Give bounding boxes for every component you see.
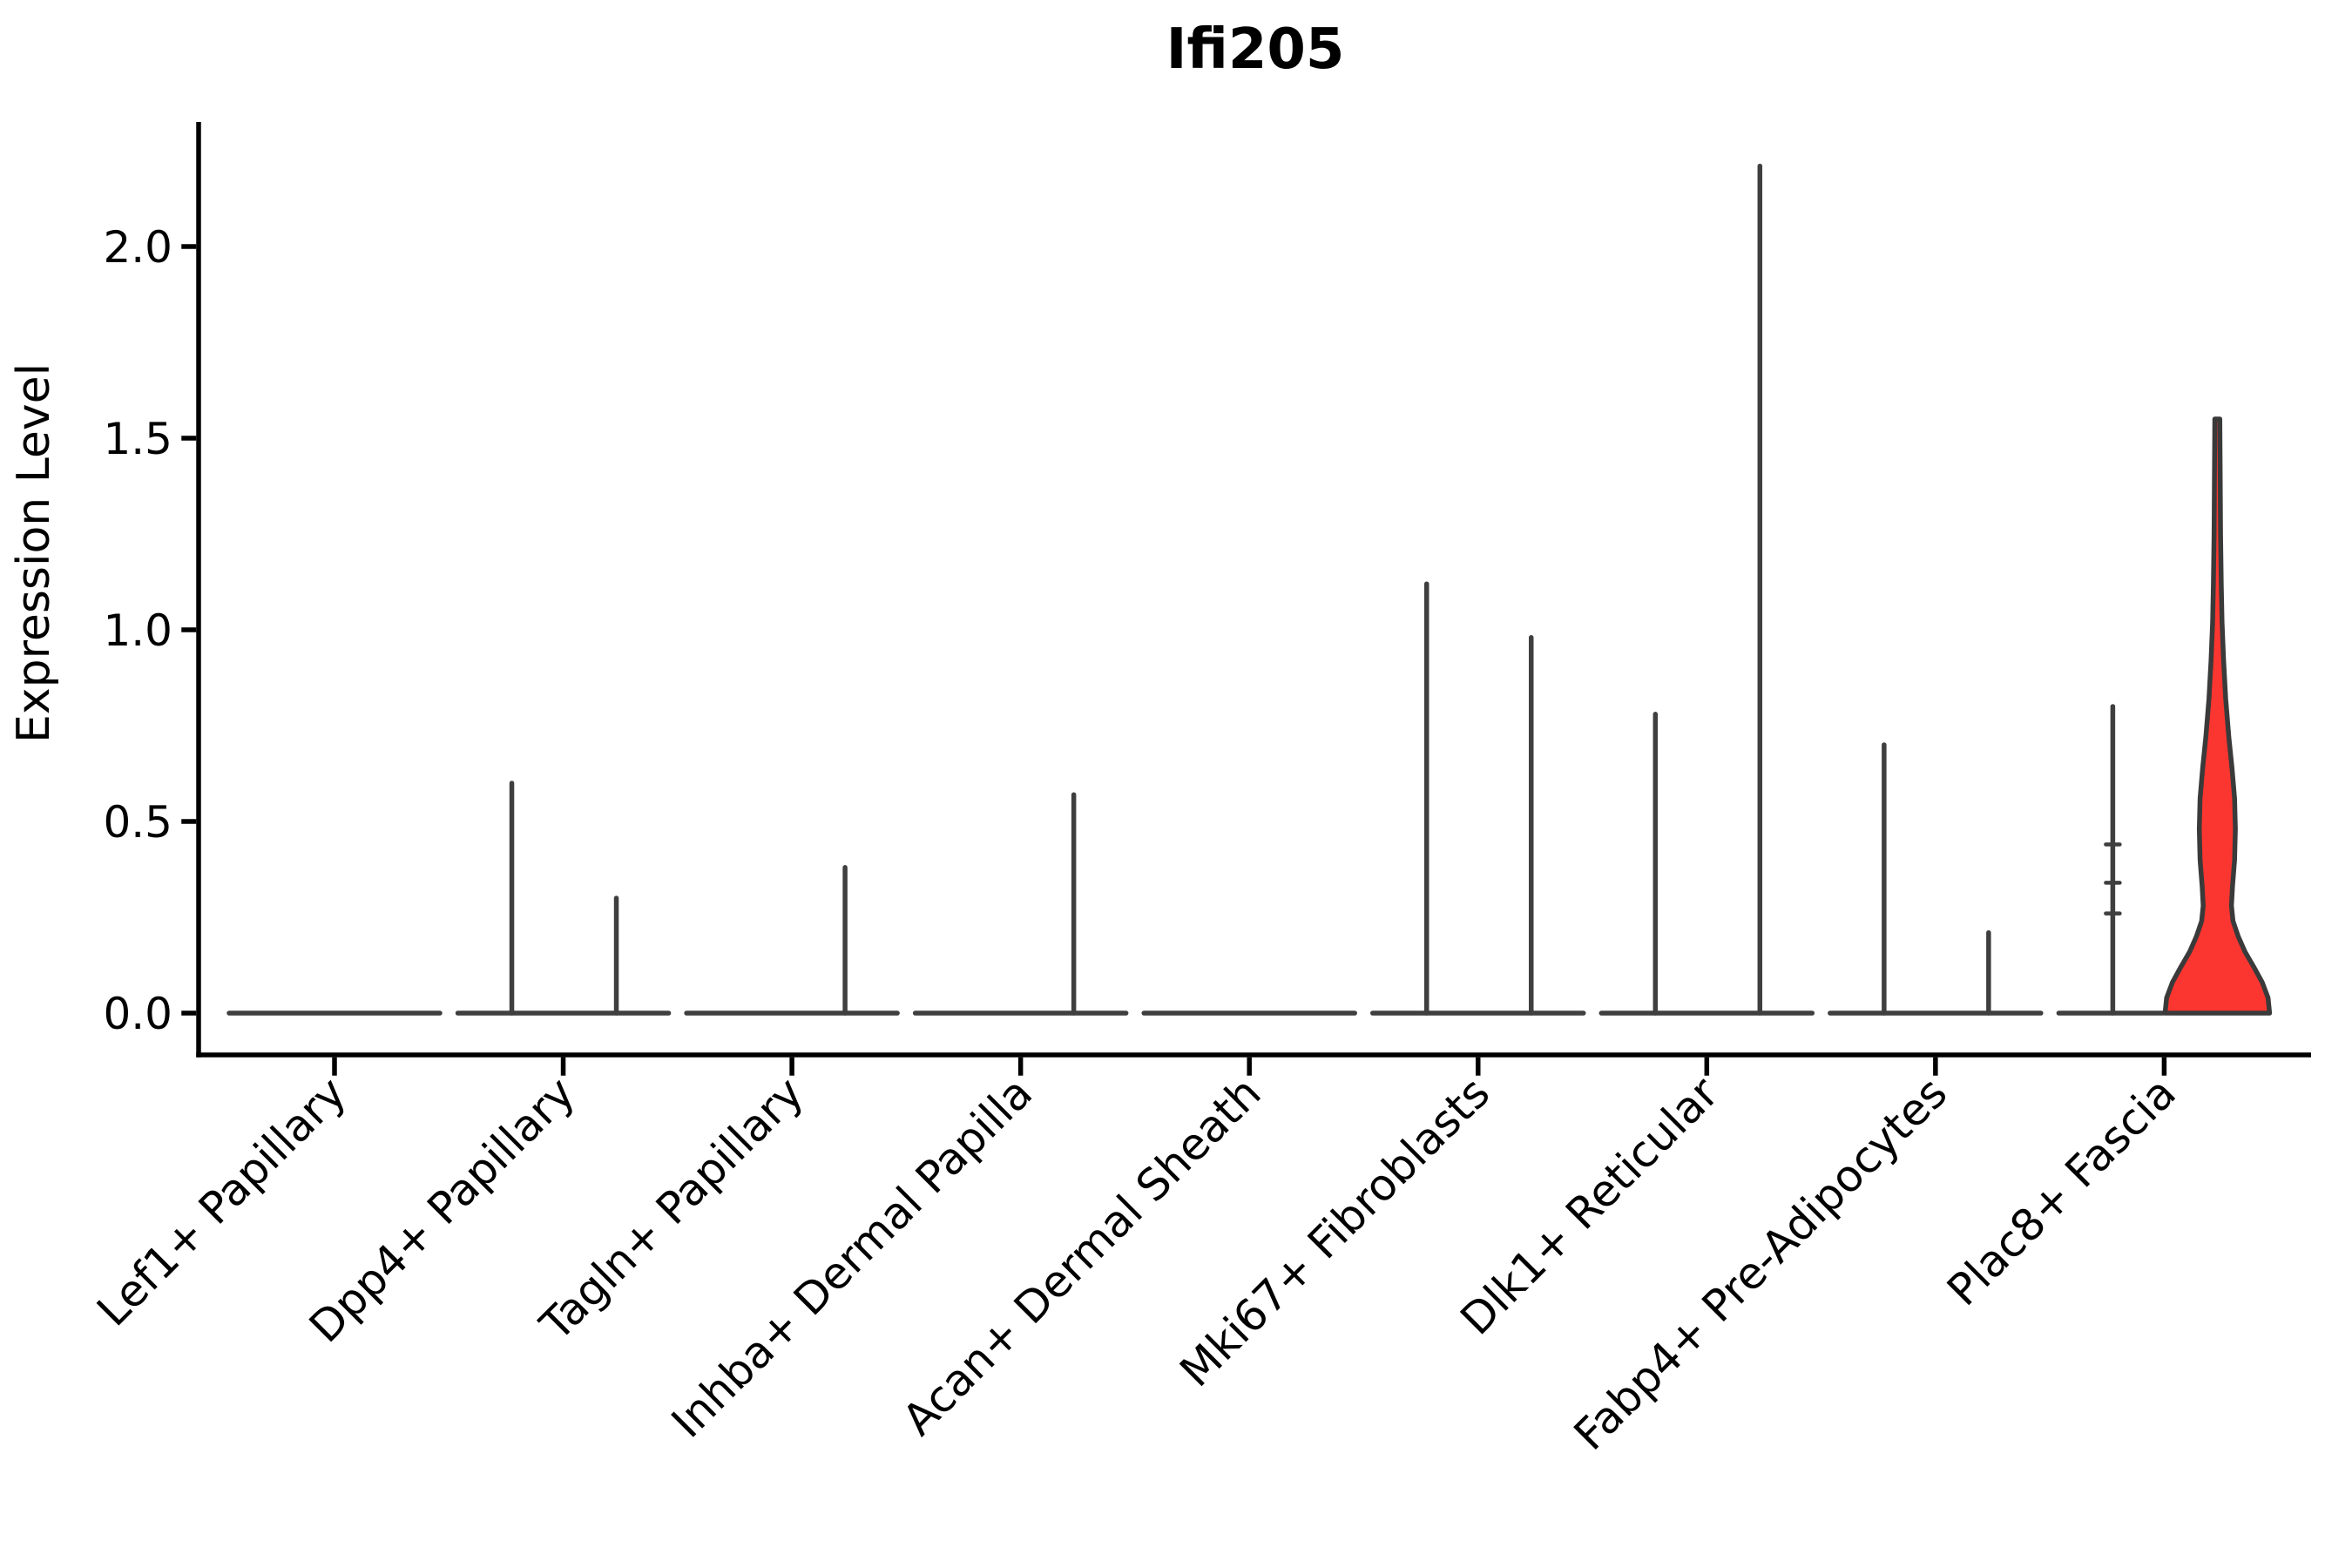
violins-group [226, 163, 2273, 1016]
x-tick-label: Inhba+ Dermal Papilla [662, 1067, 1042, 1447]
violin-6 [1370, 581, 1586, 1016]
x-tick-label: Lef1+ Papillary [87, 1067, 355, 1335]
violin-3 [684, 865, 900, 1016]
y-axis-title: Expression Level [8, 363, 60, 743]
x-tick-label: Plac8+ Fascia [1937, 1067, 2186, 1315]
y-tick-label: 0.5 [103, 797, 172, 848]
violin-2 [455, 781, 672, 1016]
violin-7 [1598, 163, 1815, 1016]
violin-8 [1828, 742, 2044, 1016]
violin-4 [912, 792, 1129, 1016]
y-tick-label: 2.0 [103, 222, 172, 273]
y-tick-label: 1.5 [103, 414, 172, 464]
highlight-violin [2162, 416, 2273, 1016]
y-tick-label: 1.0 [103, 605, 172, 656]
violin-9 [2056, 416, 2273, 1016]
axes [181, 122, 2311, 1076]
y-tick-label: 0.0 [103, 989, 172, 1039]
chart-title: Ifi205 [1166, 17, 1345, 82]
x-tick-label: Fabp4+ Pre-Adipocytes [1565, 1067, 1957, 1460]
